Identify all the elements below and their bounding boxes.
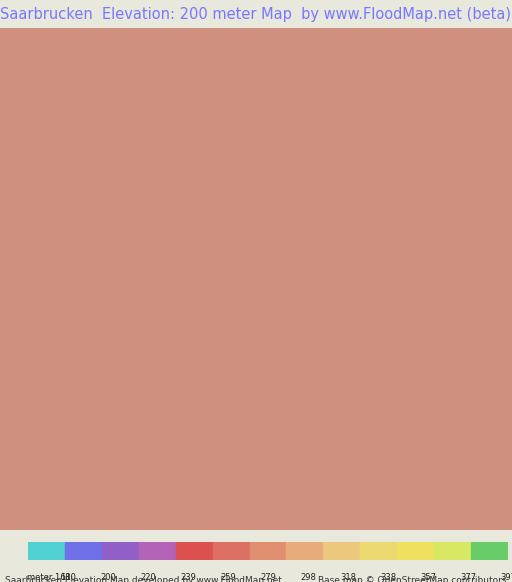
Text: Saarbrucken  Elevation: 200 meter Map  by www.FloodMap.net (beta): Saarbrucken Elevation: 200 meter Map by … xyxy=(1,6,511,22)
Bar xyxy=(28,542,65,560)
Text: 397: 397 xyxy=(500,573,512,582)
Bar xyxy=(65,542,102,560)
Text: Base map © OpenStreetMap contributors: Base map © OpenStreetMap contributors xyxy=(318,576,507,582)
Bar xyxy=(286,542,324,560)
Text: 200: 200 xyxy=(100,573,116,582)
Text: 298: 298 xyxy=(300,573,316,582)
Text: 259: 259 xyxy=(220,573,236,582)
Text: 377: 377 xyxy=(460,573,476,582)
Bar xyxy=(360,542,397,560)
Text: 338: 338 xyxy=(380,573,396,582)
Bar xyxy=(471,542,508,560)
Text: 357: 357 xyxy=(420,573,436,582)
Text: 220: 220 xyxy=(140,573,156,582)
Bar xyxy=(139,542,176,560)
Bar xyxy=(249,542,286,560)
Bar xyxy=(102,542,139,560)
Text: Saarbrucken Elevation Map developed by www.FloodMap.net: Saarbrucken Elevation Map developed by w… xyxy=(5,576,282,582)
Text: 180: 180 xyxy=(60,573,76,582)
Text: 279: 279 xyxy=(260,573,276,582)
Bar xyxy=(397,542,434,560)
Bar xyxy=(324,542,360,560)
Text: meter 161: meter 161 xyxy=(27,573,71,582)
Bar xyxy=(434,542,471,560)
Text: 318: 318 xyxy=(340,573,356,582)
Text: 239: 239 xyxy=(180,573,196,582)
Bar xyxy=(176,542,212,560)
Bar xyxy=(212,542,249,560)
